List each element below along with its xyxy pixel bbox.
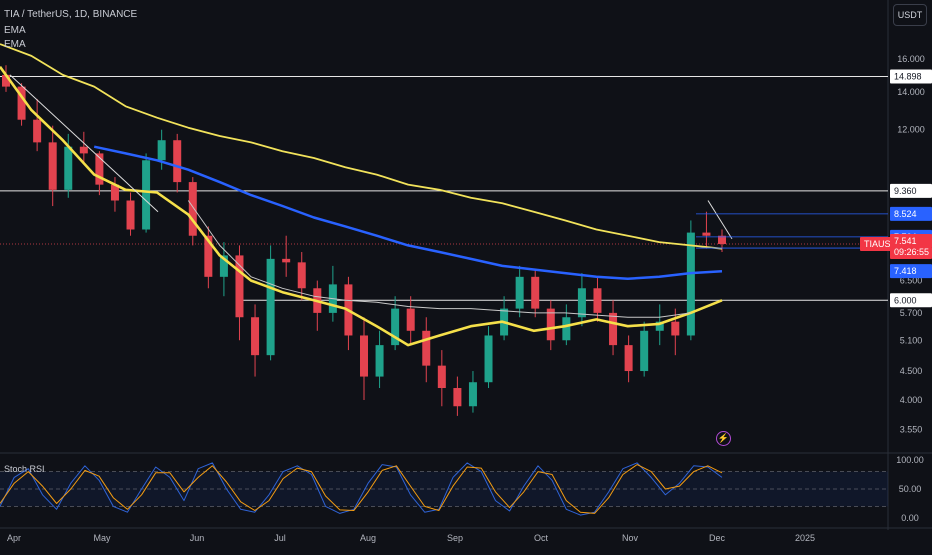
price-badge <box>890 293 932 308</box>
price-badge <box>890 247 932 260</box>
candle-body <box>2 74 10 87</box>
stoch-tick-label: 0.00 <box>901 513 919 523</box>
candle-body <box>375 345 384 377</box>
price-badge-label: TIAUSDT <box>864 239 903 249</box>
candle-body <box>64 146 73 190</box>
time-tick-label: Oct <box>534 533 549 543</box>
time-tick-label: Sep <box>447 533 463 543</box>
price-tick-label: 3.550 <box>900 424 923 434</box>
candle-body <box>593 288 602 313</box>
ema-line-ema_fast <box>0 66 723 347</box>
candle-body <box>437 365 446 389</box>
candle-body <box>110 184 119 201</box>
candle-body <box>671 321 680 336</box>
candle-body <box>126 200 135 230</box>
stoch-line-stoch_d <box>0 464 723 514</box>
candle-body <box>546 308 555 341</box>
price-tick-label: 6.500 <box>900 276 923 286</box>
price-badge-label: 14.898 <box>894 72 922 82</box>
price-badge <box>890 206 932 221</box>
time-tick-label: Jul <box>274 533 286 543</box>
stoch-rsi-label[interactable]: Stoch RSI <box>4 464 45 474</box>
candle-body <box>686 232 695 336</box>
candle-body <box>624 345 633 372</box>
symbol-title[interactable]: TIA / TetherUS, 1D, BINANCE <box>4 9 138 20</box>
candle-body <box>48 142 57 190</box>
currency-button[interactable]: USDT <box>893 4 927 26</box>
price-badge <box>890 69 932 84</box>
trendline <box>9 74 159 213</box>
stoch-line-stoch_k <box>0 462 723 516</box>
price-badge <box>890 183 932 198</box>
price-badge-label: 7.541 <box>894 236 917 246</box>
price-badge-label: 09:26:55 <box>894 247 929 257</box>
stoch-tick-label: 100.00 <box>896 455 924 465</box>
time-tick-label: Jun <box>190 533 205 543</box>
price-badge <box>890 264 932 279</box>
candle-body <box>173 140 182 183</box>
candle-body <box>251 317 260 356</box>
price-tick-label: 4.000 <box>900 395 923 405</box>
stoch-tick-label: 50.00 <box>899 484 922 494</box>
candle-body <box>718 235 726 245</box>
candle-body <box>219 255 228 277</box>
time-tick-label: Dec <box>709 533 726 543</box>
candle-body <box>188 182 197 236</box>
candle-body <box>562 317 571 341</box>
time-tick-label: Nov <box>622 533 639 543</box>
time-tick-label: May <box>93 533 111 543</box>
price-badge <box>890 234 932 249</box>
price-badge-label: 7.418 <box>894 266 917 276</box>
candle-body <box>531 276 540 309</box>
candle-body <box>702 232 711 236</box>
time-tick-label: 2025 <box>795 533 815 543</box>
candle-body <box>95 153 104 185</box>
candle-body <box>204 235 213 277</box>
candle-body <box>577 288 586 318</box>
indicator-label-ema-2[interactable]: EMA <box>4 39 26 50</box>
candle-body <box>157 140 166 161</box>
candle-body <box>406 308 415 331</box>
candle-body <box>79 146 88 154</box>
price-tick-label: 14.000 <box>897 87 925 97</box>
candle-body <box>453 388 462 407</box>
candle-body <box>609 312 618 346</box>
candle-body <box>297 262 306 289</box>
candle-body <box>515 276 524 309</box>
time-tick-label: Apr <box>7 533 21 543</box>
candle-body <box>360 335 368 377</box>
price-tick-label: 5.100 <box>900 335 923 345</box>
price-tick-label: 4.500 <box>900 366 923 376</box>
ema-line-ema_white <box>187 200 691 318</box>
candle-body <box>142 160 151 230</box>
price-tick-label: 5.700 <box>900 308 923 318</box>
price-badge-label: 6.000 <box>894 295 917 305</box>
candle-body <box>484 335 493 383</box>
time-tick-label: Aug <box>360 533 376 543</box>
candle-body <box>266 258 275 356</box>
candle-body <box>655 321 664 331</box>
lightning-icon[interactable]: ⚡ <box>716 431 731 446</box>
candle-body <box>640 330 649 372</box>
candle-body <box>17 86 26 120</box>
candle-body <box>391 308 400 346</box>
candle-body <box>33 119 42 143</box>
candle-body <box>468 382 477 407</box>
price-badge-label: 8.524 <box>894 209 917 219</box>
trendline <box>707 200 733 240</box>
candle-body <box>422 330 431 366</box>
price-badge <box>860 237 894 252</box>
candle-body <box>282 258 291 263</box>
candle-body <box>235 255 244 318</box>
ema-line-ema_slow <box>0 43 723 250</box>
price-tick-label: 16.000 <box>897 54 925 64</box>
price-badge-label: 9.360 <box>894 186 917 196</box>
indicator-label-ema-1[interactable]: EMA <box>4 25 26 36</box>
ema-line-ema_mid <box>93 145 723 280</box>
price-tick-label: 12.000 <box>897 125 925 135</box>
